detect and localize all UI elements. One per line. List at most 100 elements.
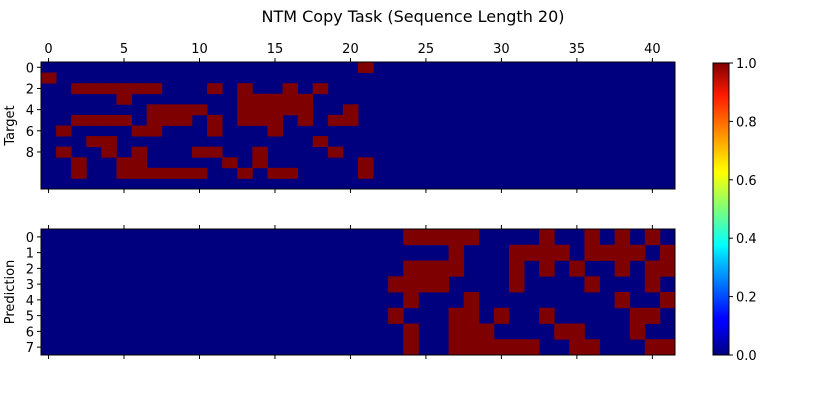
heatmap-cell (463, 323, 480, 340)
chart-title: NTM Copy Task (Sequence Length 20) (261, 7, 564, 26)
heatmap-cell (176, 167, 193, 179)
heatmap-cell (267, 167, 283, 179)
heatmap-cell (448, 260, 465, 277)
heatmap-cell (418, 229, 434, 246)
heatmap-cell (539, 244, 555, 261)
heatmap-cell (358, 62, 374, 73)
heatmap-cell (358, 167, 374, 179)
heatmap-cell (297, 104, 314, 116)
heatmap-cell (569, 260, 585, 277)
heatmap-cell (161, 104, 178, 116)
heatmap-cell (478, 339, 495, 356)
heatmap-cell (56, 125, 72, 137)
x-tick-label: 10 (191, 42, 208, 57)
heatmap-cell (222, 157, 238, 169)
heatmap-cell (116, 157, 132, 169)
heatmap-cell (71, 83, 87, 95)
heatmap-cell (629, 244, 646, 261)
heatmap-cell (388, 276, 404, 293)
y-tick-label: 3 (26, 278, 34, 293)
heatmap-cell (237, 104, 253, 116)
heatmap-cell (131, 146, 148, 158)
heatmap-cell (659, 260, 676, 277)
heatmap-cell (207, 125, 223, 137)
heatmap-cell (161, 167, 178, 179)
heatmap-cell (131, 125, 148, 137)
y-tick-label: 6 (26, 125, 34, 140)
heatmap-cell (116, 114, 132, 126)
heatmap-cell (524, 244, 540, 261)
heatmap-cell (312, 83, 329, 95)
heatmap-cell (448, 323, 465, 340)
y-tick-label: 2 (26, 262, 34, 277)
heatmap-cell (237, 93, 253, 105)
heatmap-cell (252, 157, 268, 169)
heatmap-cell (41, 72, 57, 84)
heatmap-cell (342, 114, 359, 126)
heatmap-cell (539, 260, 555, 277)
colorbar-tick-label: 0.8 (736, 115, 757, 130)
heatmap-cell (524, 339, 540, 356)
heatmap-cell (207, 83, 223, 95)
y-tick-label: 6 (26, 325, 34, 340)
heatmap-cell (237, 167, 253, 179)
heatmap-cell (614, 244, 631, 261)
heatmap-cell (584, 229, 600, 246)
heatmap-cell (569, 339, 585, 356)
heatmap-cell (131, 157, 148, 169)
heatmap-cell (463, 292, 480, 309)
heatmap-cell (146, 125, 163, 137)
colorbar-tick-label: 0.0 (736, 349, 757, 364)
heatmap-cell (207, 146, 223, 158)
heatmap-cell (267, 125, 283, 137)
x-tick-label: 20 (342, 42, 359, 57)
heatmap-cell (86, 136, 102, 148)
heatmap-cell (644, 276, 661, 293)
colorbar: 0.0 0.2 0.4 0.6 0.8 1.0 (712, 57, 757, 364)
heatmap-cell (599, 244, 616, 261)
x-tick-label: 35 (569, 42, 586, 57)
heatmap-cell (584, 339, 600, 356)
heatmap-cell (463, 307, 480, 324)
heatmap-cell (237, 83, 253, 95)
heatmap-cell (282, 83, 299, 95)
heatmap-cell (644, 260, 661, 277)
heatmap-cell (101, 136, 117, 148)
colorbar-gradient (712, 62, 730, 356)
colorbar-tick-label: 0.6 (736, 174, 757, 189)
heatmap-cell (282, 104, 299, 116)
heatmap-cell (267, 114, 283, 126)
heatmap-cell (86, 83, 102, 95)
y-tick-label: 4 (26, 294, 34, 309)
heatmap-cell (131, 167, 148, 179)
heatmap-cell (146, 104, 163, 116)
heatmap-cell (644, 339, 661, 356)
heatmap-cell (659, 339, 676, 356)
heatmap-cell (101, 114, 117, 126)
heatmap-cell (116, 167, 132, 179)
heatmap-cell (659, 292, 676, 309)
heatmap-cell (71, 167, 87, 179)
heatmap-cell (614, 292, 631, 309)
x-tick-label: 15 (267, 42, 284, 57)
heatmap-cell (161, 114, 178, 126)
heatmap-cell (539, 307, 555, 324)
heatmap-cell (86, 114, 102, 126)
x-tick-label: 40 (644, 42, 661, 57)
x-tick-label: 30 (493, 42, 510, 57)
heatmap-cell (146, 83, 163, 95)
heatmap-cell (312, 136, 329, 148)
heatmap-cell (358, 157, 374, 169)
heatmap-cell (493, 339, 510, 356)
heatmap-cell (478, 323, 495, 340)
heatmap-cell (207, 114, 223, 126)
heatmap-cell (116, 93, 132, 105)
heatmap-cell (267, 93, 283, 105)
heatmap-cell (131, 83, 148, 95)
colorbar-tick-label: 0.4 (736, 232, 757, 247)
heatmap-cell (508, 260, 525, 277)
heatmap-cell (508, 339, 525, 356)
undefined-ylabel: Target (3, 105, 18, 146)
